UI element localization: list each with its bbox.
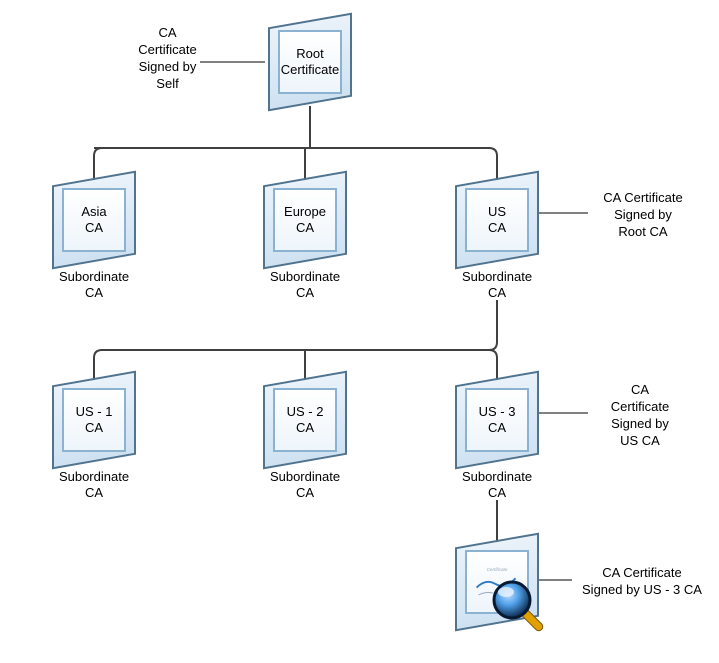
annot-us3: CACertificateSigned byUS CA <box>595 382 685 450</box>
sublabel-us3: SubordinateCA <box>447 469 547 502</box>
node-root-label: RootCertificate <box>281 46 340 79</box>
annot-us: CA CertificateSigned byRoot CA <box>588 190 698 241</box>
magnifier-icon <box>490 578 550 638</box>
sublabel-europe: SubordinateCA <box>255 269 355 302</box>
edges-layer <box>0 0 719 663</box>
node-us1: US - 1CA <box>52 371 136 470</box>
node-asia: AsiaCA <box>52 171 136 270</box>
node-us: USCA <box>455 171 539 270</box>
node-us3: US - 3CA <box>455 371 539 470</box>
node-root: RootCertificate <box>268 13 352 112</box>
node-europe-label: EuropeCA <box>284 204 326 237</box>
annot-root: CACertificateSigned bySelf <box>130 25 205 93</box>
node-asia-label: AsiaCA <box>81 204 106 237</box>
sublabel-us: SubordinateCA <box>447 269 547 302</box>
node-us2-label: US - 2CA <box>287 404 324 437</box>
node-us1-label: US - 1CA <box>76 404 113 437</box>
sublabel-asia: SubordinateCA <box>44 269 144 302</box>
node-us-label: USCA <box>488 204 506 237</box>
svg-text:Certificate: Certificate <box>487 567 508 572</box>
annot-leaf: CA CertificateSigned by US - 3 CA <box>572 565 712 599</box>
node-us3-label: US - 3CA <box>479 404 516 437</box>
node-us2: US - 2CA <box>263 371 347 470</box>
sublabel-us2: SubordinateCA <box>255 469 355 502</box>
node-europe: EuropeCA <box>263 171 347 270</box>
sublabel-us1: SubordinateCA <box>44 469 144 502</box>
